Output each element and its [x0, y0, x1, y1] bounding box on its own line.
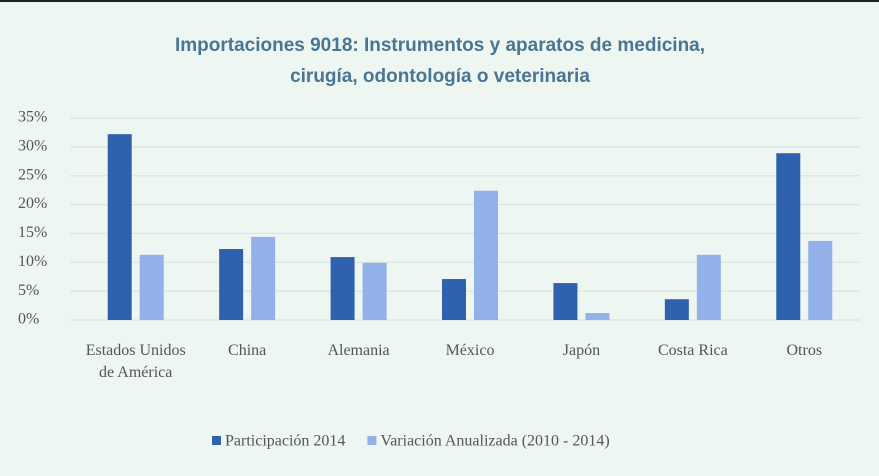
- y-tick-label: 20%: [18, 195, 47, 212]
- bar: [664, 299, 689, 320]
- y-tick-label: 0%: [18, 311, 39, 328]
- x-tick-label: Alemania: [327, 342, 390, 359]
- bar: [585, 313, 610, 320]
- x-tick-label: Costa Rica: [657, 342, 728, 359]
- y-tick-label: 25%: [18, 166, 47, 183]
- bar: [776, 153, 801, 320]
- y-tick-label: 5%: [18, 282, 39, 299]
- bar: [330, 257, 355, 320]
- chart-title: Importaciones 9018: Instrumentos y apara…: [175, 35, 705, 56]
- bar: [107, 134, 132, 320]
- x-tick-label: Otros: [786, 342, 823, 359]
- bar: [362, 262, 387, 320]
- legend-label: Variación Anualizada (2010 - 2014): [380, 433, 609, 450]
- legend-swatch: [212, 436, 221, 445]
- bar: [251, 236, 276, 320]
- bar: [553, 283, 578, 320]
- y-tick-label: 15%: [18, 224, 47, 241]
- bar: [474, 190, 498, 320]
- x-tick-label: Japón: [562, 342, 601, 359]
- x-tick-label: México: [445, 342, 495, 359]
- x-tick-label: China: [228, 342, 267, 359]
- chart-title: cirugía, odontología o veterinaria: [290, 66, 590, 87]
- bar: [219, 249, 244, 320]
- legend-swatch: [367, 436, 377, 445]
- y-tick-label: 30%: [18, 138, 47, 155]
- y-tick-label: 10%: [18, 253, 47, 270]
- legend-label: Participación 2014: [225, 433, 345, 450]
- y-tick-label: 35%: [18, 109, 47, 126]
- bar: [808, 240, 833, 320]
- bar: [442, 279, 466, 320]
- bar: [696, 254, 721, 320]
- x-tick-label: Estados Unidos de América: [85, 342, 186, 381]
- bar: [139, 254, 164, 320]
